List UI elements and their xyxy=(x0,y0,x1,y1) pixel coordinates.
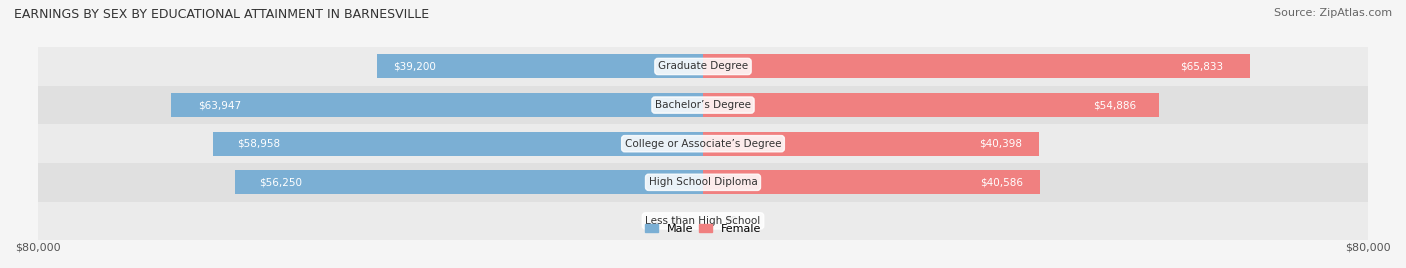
Text: Bachelor’s Degree: Bachelor’s Degree xyxy=(655,100,751,110)
Bar xyxy=(703,132,1039,156)
Bar xyxy=(38,163,1368,202)
Text: Less than High School: Less than High School xyxy=(645,216,761,226)
Text: $58,958: $58,958 xyxy=(238,139,280,149)
Text: High School Diploma: High School Diploma xyxy=(648,177,758,187)
Text: $63,947: $63,947 xyxy=(198,100,240,110)
Text: $39,200: $39,200 xyxy=(394,61,436,72)
Bar xyxy=(38,202,1368,240)
Legend: Male, Female: Male, Female xyxy=(640,219,766,239)
Text: $40,398: $40,398 xyxy=(979,139,1022,149)
Text: $56,250: $56,250 xyxy=(259,177,302,187)
Text: College or Associate’s Degree: College or Associate’s Degree xyxy=(624,139,782,149)
Bar xyxy=(703,54,1250,79)
Bar xyxy=(172,93,703,117)
Bar xyxy=(38,86,1368,124)
Text: $0: $0 xyxy=(669,216,682,226)
Text: Source: ZipAtlas.com: Source: ZipAtlas.com xyxy=(1274,8,1392,18)
Bar xyxy=(703,93,1160,117)
Text: Graduate Degree: Graduate Degree xyxy=(658,61,748,72)
Bar xyxy=(377,54,703,79)
Text: $0: $0 xyxy=(724,216,737,226)
Bar xyxy=(212,132,703,156)
Bar xyxy=(38,47,1368,86)
Text: $65,833: $65,833 xyxy=(1180,61,1223,72)
Bar xyxy=(38,124,1368,163)
Bar xyxy=(703,170,1040,194)
Bar xyxy=(235,170,703,194)
Text: EARNINGS BY SEX BY EDUCATIONAL ATTAINMENT IN BARNESVILLE: EARNINGS BY SEX BY EDUCATIONAL ATTAINMEN… xyxy=(14,8,429,21)
Text: $54,886: $54,886 xyxy=(1094,100,1136,110)
Text: $40,586: $40,586 xyxy=(980,177,1024,187)
